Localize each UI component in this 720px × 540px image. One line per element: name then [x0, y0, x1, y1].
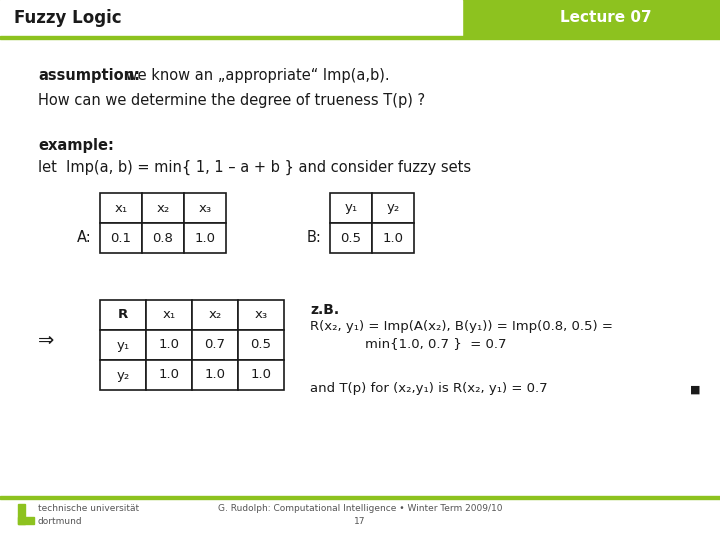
Text: we know an „appropriate“ Imp(a,b).: we know an „appropriate“ Imp(a,b). [121, 68, 390, 83]
Text: x₂: x₂ [156, 201, 170, 214]
Bar [146, 360, 192, 390]
Bar [100, 223, 142, 253]
Text: x₁: x₁ [114, 201, 127, 214]
Bar [238, 300, 284, 330]
Text: ⇒: ⇒ [38, 330, 55, 349]
Bar [192, 300, 238, 330]
Bar [100, 360, 146, 390]
Text: y₂: y₂ [117, 368, 130, 381]
Text: 1.0: 1.0 [382, 232, 403, 245]
Bar [238, 330, 284, 360]
Text: 1.0: 1.0 [194, 232, 215, 245]
Text: z.B.: z.B. [310, 303, 339, 317]
Bar [184, 193, 226, 223]
Text: 0.5: 0.5 [341, 232, 361, 245]
Text: y₁: y₁ [344, 201, 358, 214]
Text: ■: ■ [690, 385, 701, 395]
Text: 0.1: 0.1 [110, 232, 132, 245]
Bar [192, 330, 238, 360]
Text: Fuzzy Logic: Fuzzy Logic [14, 9, 122, 27]
Text: G. Rudolph: Computational Intelligence • Winter Term 2009/10
17: G. Rudolph: Computational Intelligence •… [217, 504, 503, 525]
Text: let  Imp(a, b) = min{ 1, 1 – a + b } and consider fuzzy sets: let Imp(a, b) = min{ 1, 1 – a + b } and … [38, 160, 471, 175]
Bar [330, 193, 372, 223]
Text: 0.5: 0.5 [251, 339, 271, 352]
Bar [372, 223, 414, 253]
Bar [192, 360, 238, 390]
Bar [372, 193, 414, 223]
Text: y₁: y₁ [117, 339, 130, 352]
Text: Lecture 07: Lecture 07 [560, 10, 652, 25]
Bar [100, 300, 146, 330]
Bar [100, 193, 142, 223]
Text: How can we determine the degree of trueness T(p) ?: How can we determine the degree of truen… [38, 93, 425, 108]
Bar [142, 223, 184, 253]
Bar [0, 0, 462, 36]
Text: x₃: x₃ [254, 308, 268, 321]
Bar [100, 330, 146, 360]
Text: 0.7: 0.7 [204, 339, 225, 352]
Bar [330, 223, 372, 253]
Text: x₃: x₃ [199, 201, 212, 214]
Text: R(x₂, y₁) = Imp(A(x₂), B(y₁)) = Imp(0.8, 0.5) =: R(x₂, y₁) = Imp(A(x₂), B(y₁)) = Imp(0.8,… [310, 320, 613, 333]
Text: x₁: x₁ [163, 308, 176, 321]
Bar [146, 330, 192, 360]
Bar [0, 0, 720, 36]
Text: 1.0: 1.0 [158, 368, 179, 381]
Bar [184, 223, 226, 253]
Text: 1.0: 1.0 [204, 368, 225, 381]
Text: R: R [118, 308, 128, 321]
Bar [0, 496, 720, 498]
Bar [18, 517, 34, 524]
Text: y₂: y₂ [387, 201, 400, 214]
Text: 1.0: 1.0 [251, 368, 271, 381]
Text: 0.8: 0.8 [153, 232, 174, 245]
Text: assumption:: assumption: [38, 68, 140, 83]
Text: and T(p) for (x₂,y₁) is R(x₂, y₁) = 0.7: and T(p) for (x₂,y₁) is R(x₂, y₁) = 0.7 [310, 382, 548, 395]
Bar [146, 300, 192, 330]
Bar [238, 360, 284, 390]
Bar [142, 193, 184, 223]
Text: x₂: x₂ [208, 308, 222, 321]
Bar [0, 36, 720, 39]
Text: A:: A: [77, 231, 92, 246]
Text: example:: example: [38, 138, 114, 153]
Text: B:: B: [307, 231, 322, 246]
Text: technische universität
dortmund: technische universität dortmund [38, 504, 139, 525]
Bar [18, 504, 25, 524]
Text: min{1.0, 0.7 }  = 0.7: min{1.0, 0.7 } = 0.7 [365, 337, 506, 350]
Text: 1.0: 1.0 [158, 339, 179, 352]
